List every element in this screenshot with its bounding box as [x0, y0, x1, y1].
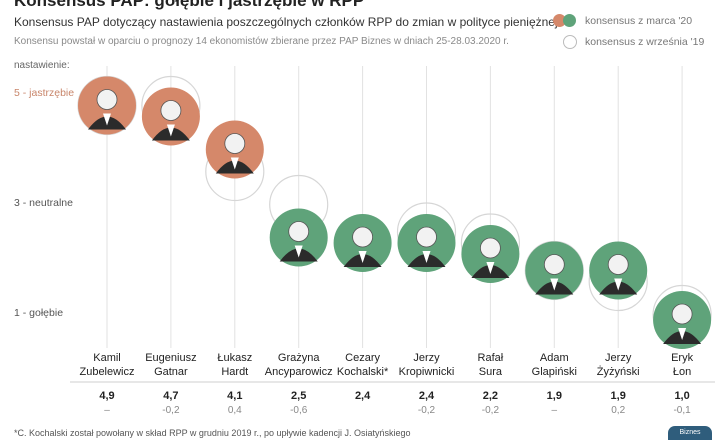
legend-march-dove-swatch	[563, 14, 576, 27]
y-axis-title: nastawienie:	[14, 60, 70, 71]
y-tick-label: 1 - gołębie	[14, 307, 63, 319]
member-first-name: Adam	[540, 352, 569, 364]
member-first-name: Łukasz	[217, 352, 252, 364]
member-value: 4,9	[99, 390, 114, 402]
portrait-collar	[230, 157, 239, 170]
member-change: –	[552, 405, 558, 416]
member-value: 2,5	[291, 390, 306, 402]
portrait-head	[607, 254, 629, 275]
member-value: 2,4	[355, 390, 371, 402]
member-first-name: Cezary	[345, 352, 380, 364]
member-last-name: Ancyparowicz	[265, 366, 333, 378]
portrait-collar	[486, 262, 495, 274]
member-last-name: Hardt	[221, 366, 248, 378]
chart-subtitle: Konsensus PAP dotyczący nastawienia posz…	[14, 15, 558, 29]
portrait-collar	[614, 278, 623, 291]
member-last-name: Gatnar	[154, 366, 188, 378]
portrait-collar	[422, 251, 431, 263]
member-change: 0,2	[611, 405, 625, 416]
member-change: 0,4	[228, 405, 242, 416]
member-change: -0,1	[673, 405, 691, 416]
member-first-name: Jerzy	[413, 352, 440, 364]
member-first-name: Eugeniusz	[145, 352, 196, 364]
legend-march-label: konsensus z marca '20	[585, 15, 693, 27]
member-change: -0,2	[418, 405, 436, 416]
portrait-head	[543, 254, 565, 275]
legend-september-label: konsensus z września '19	[585, 36, 705, 48]
member-first-name: Rafał	[478, 352, 504, 364]
portrait-head	[671, 303, 693, 325]
page-title: Konsensus PAP: gołębie i jastrzębie w RP…	[14, 0, 365, 10]
member-change: -0,2	[482, 405, 500, 416]
member-value: 2,2	[483, 390, 498, 402]
member-last-name: Kochalski*	[337, 366, 389, 378]
portrait-head	[352, 226, 374, 248]
member-first-name: Kamil	[93, 352, 121, 364]
legend-september-swatch	[563, 35, 577, 49]
footnote: *C. Kochalski został powołany w skład RP…	[14, 428, 411, 438]
member-value: 1,0	[674, 390, 689, 402]
member-first-name: Grażyna	[278, 352, 320, 364]
member-value: 4,1	[227, 390, 242, 402]
portrait-collar	[103, 113, 111, 126]
portrait-collar	[294, 245, 303, 258]
member-first-name: Jerzy	[605, 352, 632, 364]
portrait-collar	[358, 251, 367, 263]
member-last-name: Żyżyński	[597, 365, 640, 378]
member-value: 1,9	[547, 390, 562, 402]
member-value: 2,4	[419, 390, 435, 402]
member-last-name: Kropiwnicki	[399, 366, 455, 378]
member-first-name: Eryk	[671, 352, 694, 364]
portrait-head	[479, 237, 501, 259]
pap-biznes-logo: Biznes	[668, 426, 712, 440]
member-change: –	[104, 405, 110, 416]
portrait-head	[224, 133, 246, 154]
portrait-collar	[166, 124, 175, 137]
member-last-name: Łon	[673, 366, 691, 378]
member-last-name: Zubelewicz	[79, 366, 134, 378]
portrait-collar	[550, 278, 559, 291]
legend-march-hawk-swatch	[553, 14, 566, 27]
member-last-name: Glapiński	[532, 366, 577, 378]
member-change: -0,6	[290, 405, 308, 416]
y-tick-label: 3 - neutralne	[14, 197, 73, 209]
method-note: Konsensu powstał w oparciu o prognozy 14…	[14, 36, 509, 47]
member-last-name: Sura	[479, 366, 503, 378]
member-value: 4,7	[163, 390, 178, 402]
portrait-head	[160, 100, 182, 121]
portrait-head	[416, 226, 437, 248]
portrait-head	[96, 89, 118, 110]
member-value: 1,9	[611, 390, 626, 402]
portrait-collar	[678, 328, 687, 340]
y-tick-label: 5 - jastrzębie	[14, 87, 74, 99]
member-change: -0,2	[162, 405, 180, 416]
portrait-head	[288, 221, 310, 242]
